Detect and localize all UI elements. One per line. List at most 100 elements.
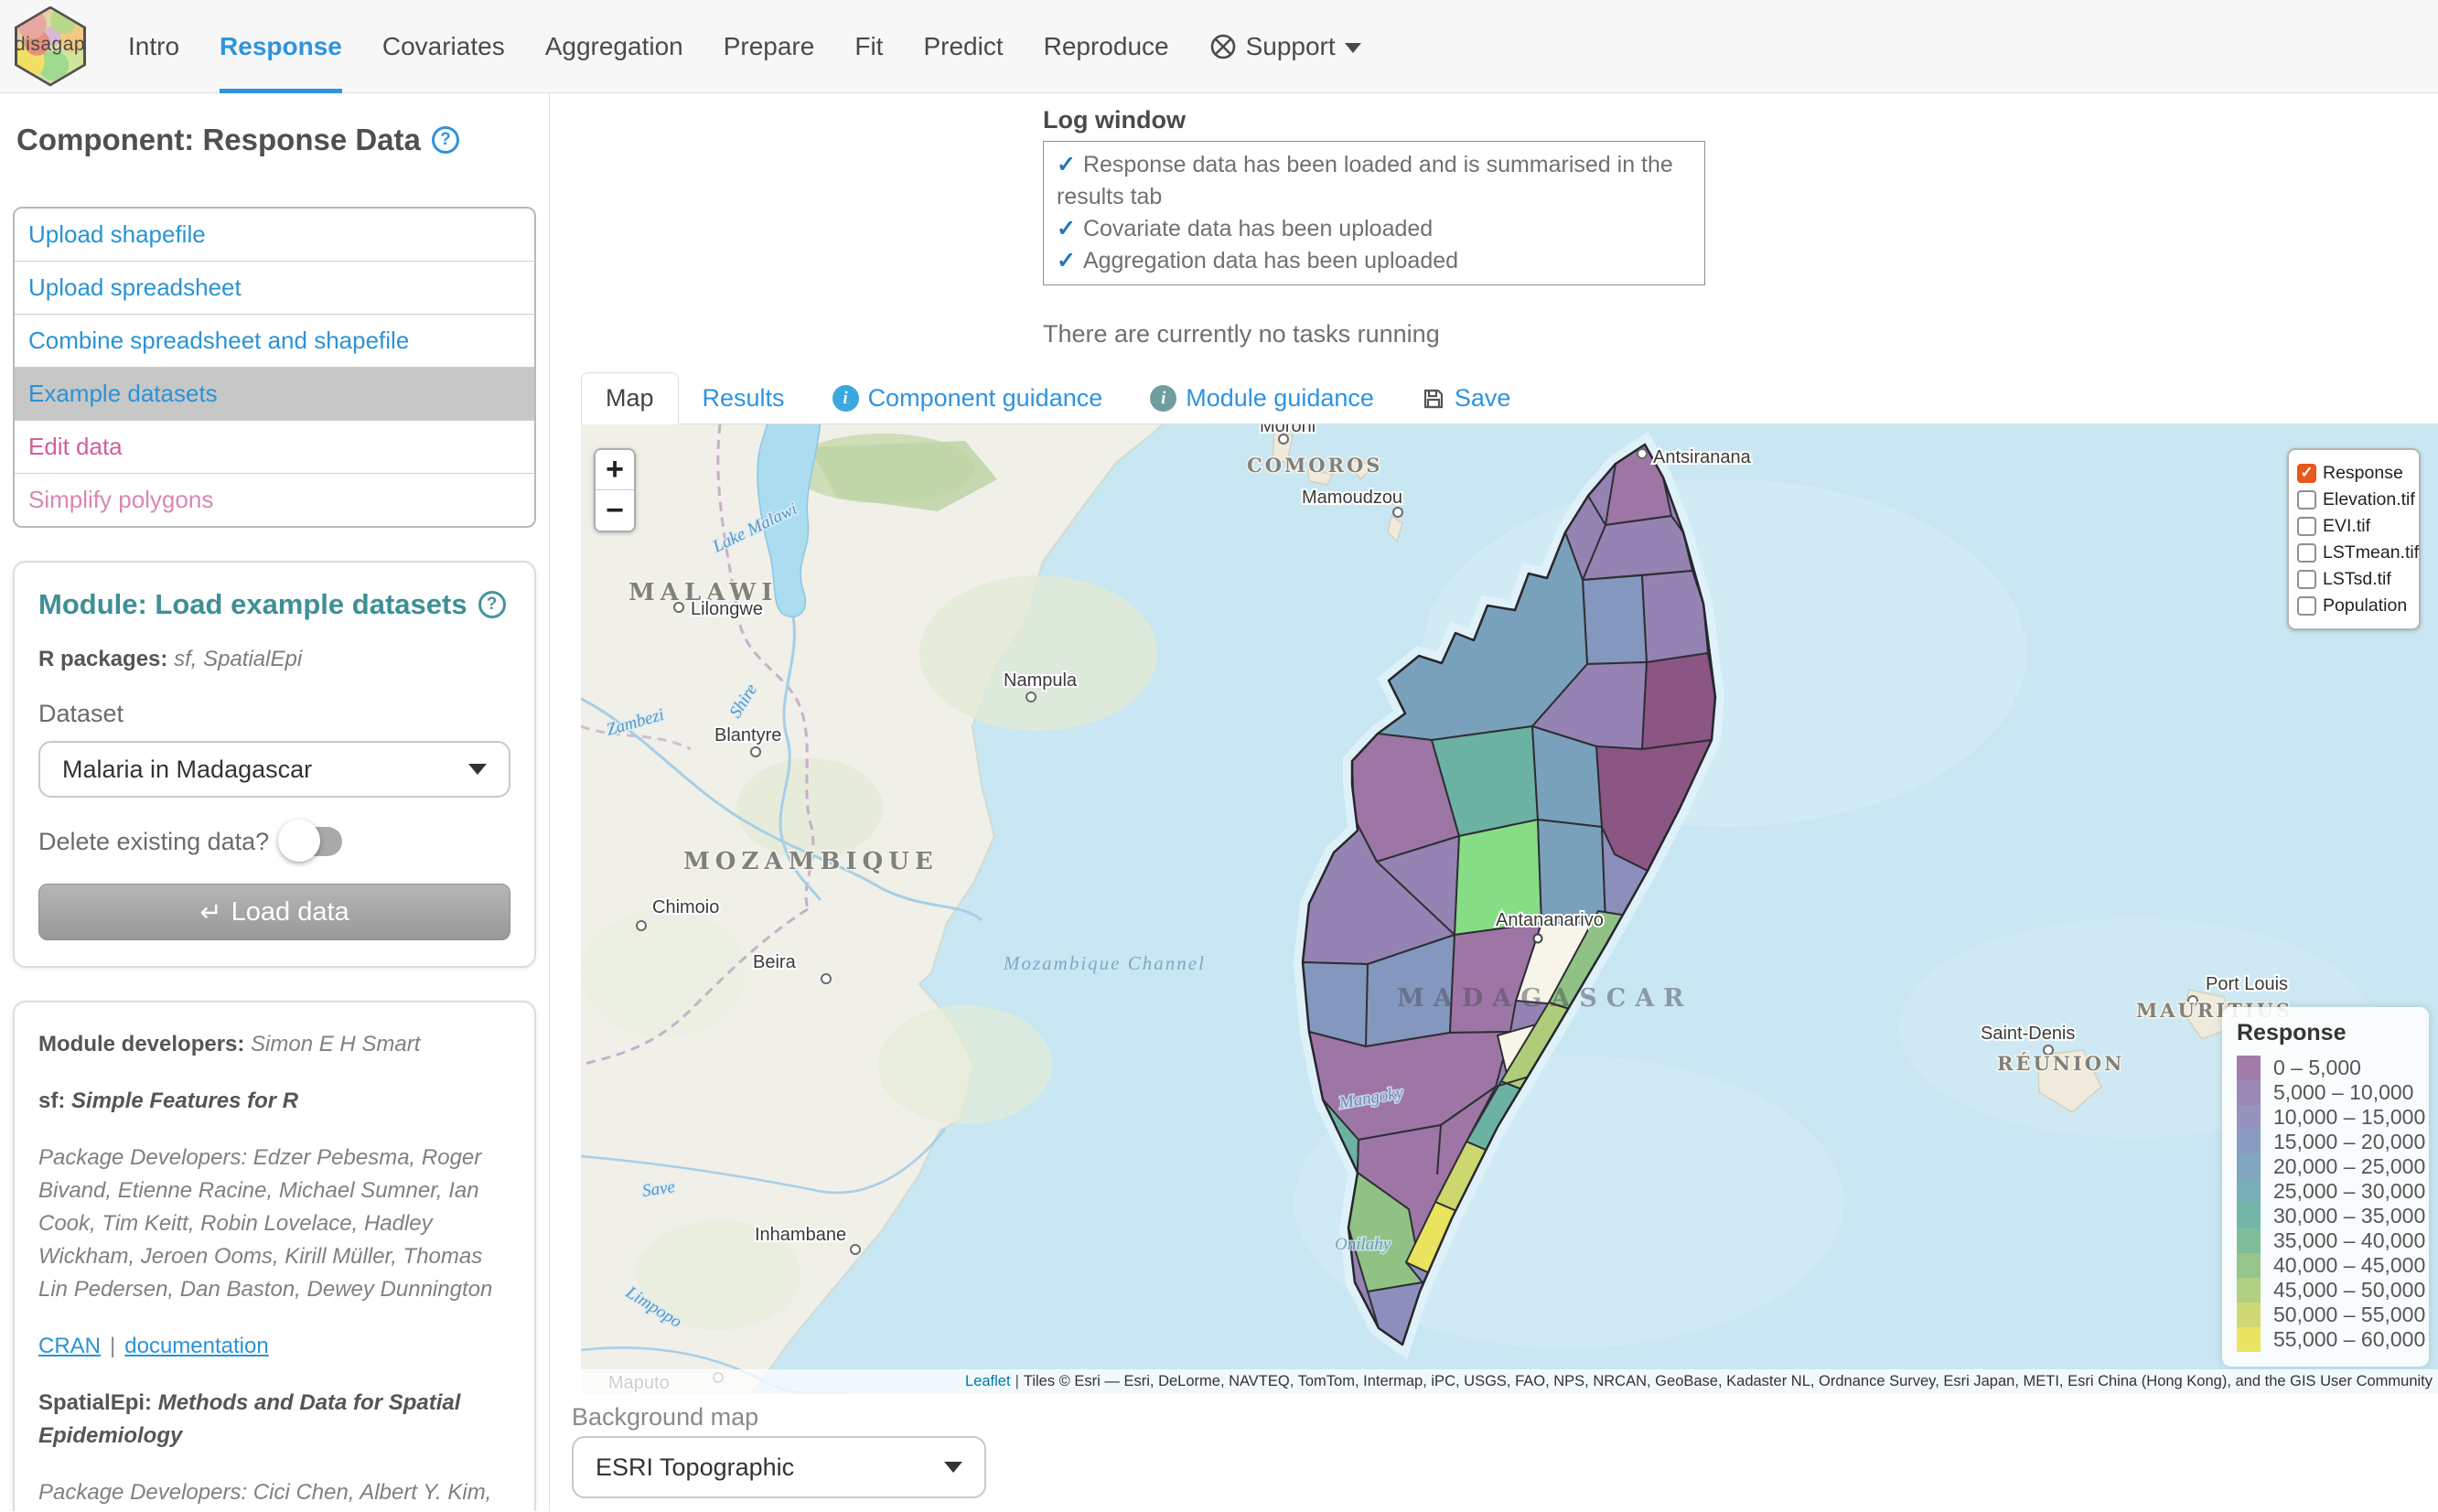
dataset-select-value: Malaria in Madagascar	[62, 756, 312, 784]
tab-module-guidance[interactable]: i Module guidance	[1126, 373, 1398, 424]
label-beira: Beira	[753, 952, 797, 972]
sf-developers: Package Developers: Edzer Pebesma, Roger…	[38, 1142, 510, 1306]
tab-map[interactable]: Map	[581, 372, 679, 424]
module-title-text: Module: Load example datasets	[38, 588, 467, 621]
map-legend: Response 0 – 5,000 5,000 – 10,000 10,000…	[2222, 1007, 2429, 1367]
legend-swatch	[2237, 1228, 2261, 1253]
legend-swatch	[2237, 1056, 2261, 1080]
label-comoros: COMOROS	[1247, 454, 1382, 477]
app-logo[interactable]: disagapp	[15, 6, 86, 87]
layer-checkbox-response[interactable]: ✓	[2297, 464, 2316, 483]
layer-label: EVI.tif	[2323, 516, 2370, 537]
dataset-select[interactable]: Malaria in Madagascar	[38, 741, 510, 798]
label-onilahy: Onilahy	[1335, 1235, 1391, 1254]
nav-covariates[interactable]: Covariates	[382, 0, 505, 93]
label-lilongwe: Lilongwe	[691, 599, 763, 619]
leaflet-map[interactable]: Moroni COMOROS Mamoudzou MALAWI Lake Mal…	[581, 424, 2438, 1394]
label-madagascar: MADAGASCAR	[1397, 984, 1693, 1013]
info-icon: i	[832, 385, 859, 412]
nav-predict[interactable]: Predict	[923, 0, 1003, 93]
legend-swatch	[2237, 1080, 2261, 1105]
check-icon: ✓	[1057, 248, 1076, 273]
menu-combine[interactable]: Combine spreadsheet and shapefile	[15, 315, 534, 368]
legend-row: 35,000 – 40,000	[2237, 1228, 2416, 1253]
label-moroni: Moroni	[1260, 424, 1316, 436]
background-map-select[interactable]: ESRI Topographic	[572, 1436, 986, 1498]
layer-checkbox-population[interactable]	[2297, 596, 2316, 616]
component-help-icon[interactable]: ?	[432, 126, 459, 154]
layer-checkbox-elevation[interactable]	[2297, 490, 2316, 509]
menu-upload-spreadsheet[interactable]: Upload spreadsheet	[15, 262, 534, 315]
chevron-down-icon	[1345, 43, 1361, 53]
menu-upload-shapefile[interactable]: Upload shapefile	[15, 209, 534, 262]
legend-swatch	[2237, 1179, 2261, 1204]
menu-example-datasets[interactable]: Example datasets	[15, 368, 534, 421]
label-reunion: RÉUNION	[1997, 1052, 2124, 1075]
layer-checkbox-lstsd[interactable]	[2297, 570, 2316, 589]
layer-checkbox-evi[interactable]	[2297, 517, 2316, 536]
spatialepi-package-name: SpatialEpi:	[38, 1390, 152, 1415]
main-nav: Intro Response Covariates Aggregation Pr…	[128, 0, 1169, 93]
label-inhambane: Inhambane	[755, 1225, 846, 1245]
legend-row: 45,000 – 50,000	[2237, 1278, 2416, 1303]
nav-response[interactable]: Response	[220, 0, 342, 93]
zoom-in-button[interactable]: +	[596, 450, 634, 490]
component-title: Component: Response Data ?	[13, 123, 536, 157]
module-developers-line: Module developers: Simon E H Smart	[38, 1028, 510, 1061]
legend-swatch	[2237, 1278, 2261, 1303]
layer-row: LSTsd.tif	[2297, 567, 2411, 591]
legend-row: 40,000 – 45,000	[2237, 1253, 2416, 1278]
nav-reproduce[interactable]: Reproduce	[1044, 0, 1169, 93]
info-icon: i	[1150, 385, 1176, 412]
top-navbar: disagapp Intro Response Covariates Aggre…	[0, 0, 2438, 93]
nav-fit[interactable]: Fit	[854, 0, 883, 93]
log-entry: ✓Response data has been loaded and is su…	[1057, 149, 1692, 213]
layer-row: ✓ Response	[2297, 461, 2411, 485]
layer-row: LSTmean.tif	[2297, 541, 2411, 564]
leaflet-link[interactable]: Leaflet	[965, 1373, 1011, 1390]
layer-label: LSTsd.tif	[2323, 569, 2391, 590]
layer-row: EVI.tif	[2297, 514, 2411, 538]
chevron-down-icon	[944, 1462, 962, 1473]
tab-save[interactable]: Save	[1398, 373, 1535, 424]
background-map-value: ESRI Topographic	[596, 1453, 794, 1482]
menu-edit-data[interactable]: Edit data	[15, 421, 534, 474]
label-mamoudzou: Mamoudzou	[1302, 488, 1402, 508]
layer-label: Population	[2323, 595, 2407, 617]
result-tabs: Map Results i Component guidance i Modul…	[581, 371, 2438, 424]
attribution-separator: |	[1015, 1373, 1019, 1390]
nav-aggregation[interactable]: Aggregation	[545, 0, 683, 93]
menu-simplify-polygons[interactable]: Simplify polygons	[15, 474, 534, 526]
layer-label: Elevation.tif	[2323, 489, 2415, 510]
legend-row: 5,000 – 10,000	[2237, 1080, 2416, 1105]
delete-data-toggle[interactable]	[282, 827, 342, 856]
legend-row: 50,000 – 55,000	[2237, 1303, 2416, 1327]
sf-links: CRAN|documentation	[38, 1330, 510, 1363]
r-packages-label: R packages:	[38, 647, 167, 671]
dataset-label: Dataset	[38, 700, 510, 728]
cran-link[interactable]: CRAN	[38, 1334, 101, 1358]
documentation-link[interactable]: documentation	[124, 1334, 268, 1358]
module-help-icon[interactable]: ?	[478, 591, 506, 618]
basemap: Moroni COMOROS Mamoudzou MALAWI Lake Mal…	[581, 424, 2438, 1394]
layer-checkbox-lstmean[interactable]	[2297, 543, 2316, 563]
tab-results[interactable]: Results	[679, 373, 809, 424]
label-chimoio: Chimoio	[652, 897, 719, 917]
module-panel: Module: Load example datasets ? R packag…	[13, 561, 536, 968]
chevron-down-icon	[468, 764, 487, 775]
tab-component-guidance[interactable]: i Component guidance	[809, 373, 1127, 424]
return-arrow-icon: ↵	[199, 896, 221, 928]
background-map-label: Background map	[572, 1403, 758, 1432]
log-entry: ✓Aggregation data has been uploaded	[1057, 245, 1692, 277]
nav-support[interactable]: Support	[1209, 32, 1361, 61]
zoom-control: + −	[594, 448, 636, 532]
nav-prepare[interactable]: Prepare	[724, 0, 815, 93]
load-data-button[interactable]: ↵ Load data	[38, 884, 510, 940]
support-label: Support	[1246, 32, 1336, 61]
zoom-out-button[interactable]: −	[596, 490, 634, 531]
nav-intro[interactable]: Intro	[128, 0, 179, 93]
layer-row: Population	[2297, 594, 2411, 617]
module-developers-names: Simon E H Smart	[251, 1032, 420, 1056]
layer-row: Elevation.tif	[2297, 488, 2411, 511]
legend-row: 25,000 – 30,000	[2237, 1179, 2416, 1204]
